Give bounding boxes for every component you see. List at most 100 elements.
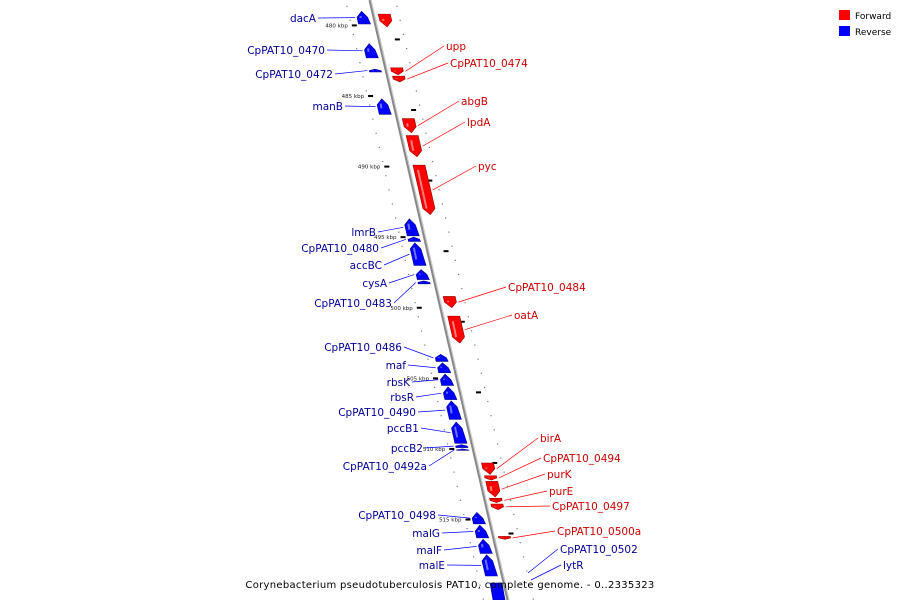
forward-gene-connector-pure	[504, 490, 548, 501]
reverse-gene-cppat10-0490	[446, 400, 462, 420]
reverse-gene-connector-pccb2	[424, 445, 454, 449]
guide-dot	[395, 217, 397, 219]
forward-gene-cppat10-0494	[484, 475, 498, 481]
reverse-gene-cppat10-0492a	[456, 448, 470, 451]
reverse-gene-label-maf: maf	[386, 360, 407, 372]
tick-label-7: 515 kbp	[439, 518, 462, 524]
reverse-gene-label-cppat10-0498: CpPAT10_0498	[358, 510, 436, 522]
guide-dot	[420, 330, 423, 332]
guide-dot	[435, 175, 437, 177]
reverse-gene-label-cppat10-0486: CpPAT10_0486	[324, 342, 402, 354]
tick-label-0: 480 kbp	[325, 23, 348, 29]
guide-dot	[490, 415, 492, 417]
forward-gene-connector-cppat10-0494	[498, 457, 542, 479]
extra-gene-connector-lytr	[530, 564, 562, 581]
reverse-gene-label-pccb2: pccB2	[391, 443, 423, 455]
guide-dot	[401, 245, 403, 247]
reverse-gene-daca	[356, 10, 371, 25]
guide-dot	[375, 132, 377, 134]
forward-gene-lpda-highlight	[410, 140, 415, 151]
reverse-gene-label-daca: dacA	[290, 13, 317, 25]
reverse-gene-connector-malg	[441, 531, 474, 534]
guide-dot	[424, 344, 426, 346]
reverse-gene-label-manb: manB	[312, 101, 343, 113]
guide-dot	[463, 513, 465, 516]
reverse-gene-connector-cppat10-0483	[393, 282, 417, 304]
guide-dot	[433, 386, 436, 389]
reverse-gene-connector-rbsk	[411, 379, 439, 383]
forward-gene-connector-purk	[501, 473, 546, 490]
reverse-gene-manb	[376, 98, 392, 115]
guide-dot	[522, 556, 525, 558]
reverse-gene-connector-maf	[407, 364, 436, 369]
guide-dot	[352, 33, 354, 36]
guide-dot	[480, 372, 482, 374]
forward-gene-lpda	[405, 135, 422, 158]
forward-gene-purk	[485, 481, 501, 498]
forward-gene-connector-cppat10-0484	[458, 286, 507, 303]
reverse-gene-partial	[489, 582, 506, 600]
forward-gene-pyc	[412, 164, 436, 216]
guide-dot	[437, 400, 439, 403]
guide-dot	[391, 203, 393, 205]
reverse-gene-maf	[437, 362, 452, 374]
guide-dot	[526, 570, 528, 572]
guide-dot	[474, 344, 476, 346]
legend: Forward Reverse	[839, 10, 892, 38]
reverse-gene-cppat10-0472	[368, 68, 383, 73]
guide-dot	[476, 570, 478, 572]
guide-dot	[365, 90, 367, 92]
reverse-gene-label-rbsr: rbsR	[390, 392, 414, 404]
guide-dot	[454, 259, 456, 261]
reverse-gene-connector-cysa	[388, 274, 415, 284]
guide-dot	[385, 175, 387, 177]
guide-dot	[472, 556, 475, 558]
guide-dot	[411, 288, 413, 290]
forward-gene-oata-highlight	[451, 320, 458, 338]
guide-dot	[382, 160, 384, 163]
guide-dot	[464, 302, 466, 304]
guide-dot	[451, 245, 453, 247]
guide-dot	[459, 499, 462, 501]
guide-dot	[461, 288, 463, 290]
guide-dot	[425, 132, 427, 134]
reverse-gene-connector-pccb1	[420, 427, 451, 434]
guide-dot	[419, 104, 421, 106]
forward-gene-label-bira: birA	[540, 433, 562, 445]
tick-label-4: 500 kbp	[390, 306, 413, 312]
guide-dot	[362, 76, 364, 78]
reverse-gene-rbsk	[440, 373, 455, 386]
forward-gene-label-cppat10-0494: CpPAT10_0494	[543, 453, 621, 465]
guide-dot	[378, 146, 380, 149]
extra-gene-connector-cppat10-0502	[527, 548, 559, 574]
guide-dot	[469, 542, 471, 544]
guide-dot	[369, 104, 371, 106]
reverse-gene-pccb1-highlight	[454, 426, 459, 438]
forward-gene-label-pyc: pyc	[478, 161, 497, 173]
forward-gene-pure	[489, 498, 503, 503]
guide-dot	[430, 372, 432, 374]
forward-gene-connector-cppat10-0497	[505, 505, 551, 508]
forward-gene-label-lpda: lpdA	[467, 117, 491, 129]
guide-dot	[428, 146, 430, 149]
legend-forward-swatch	[839, 10, 850, 20]
reverse-gene-connector-cppat10-0486	[403, 346, 434, 359]
forward-gene-cppat10-0474	[392, 75, 406, 83]
tick-label-1: 485 kbp	[342, 94, 365, 100]
guide-dot	[483, 386, 486, 389]
forward-gene-connector-upp	[405, 45, 445, 72]
reverse-gene-connector-cppat10-0498	[437, 514, 471, 519]
forward-gene-connector-oata	[464, 314, 513, 330]
tick-label-5: 505 kbp	[407, 376, 430, 382]
forward-gene-label-pure: purE	[549, 486, 573, 498]
guide-dot	[438, 189, 440, 191]
guide-dot	[427, 358, 429, 360]
guide-dot	[453, 471, 455, 473]
guide-dot	[509, 499, 512, 501]
reverse-gene-pccb1	[451, 421, 468, 444]
guide-dot	[422, 118, 424, 120]
reverse-gene-label-rbsk: rbsK	[387, 377, 411, 389]
reverse-gene-cppat10-0486	[434, 353, 449, 362]
reverse-gene-connector-cppat10-0470	[326, 49, 363, 52]
guide-dot	[529, 584, 531, 586]
